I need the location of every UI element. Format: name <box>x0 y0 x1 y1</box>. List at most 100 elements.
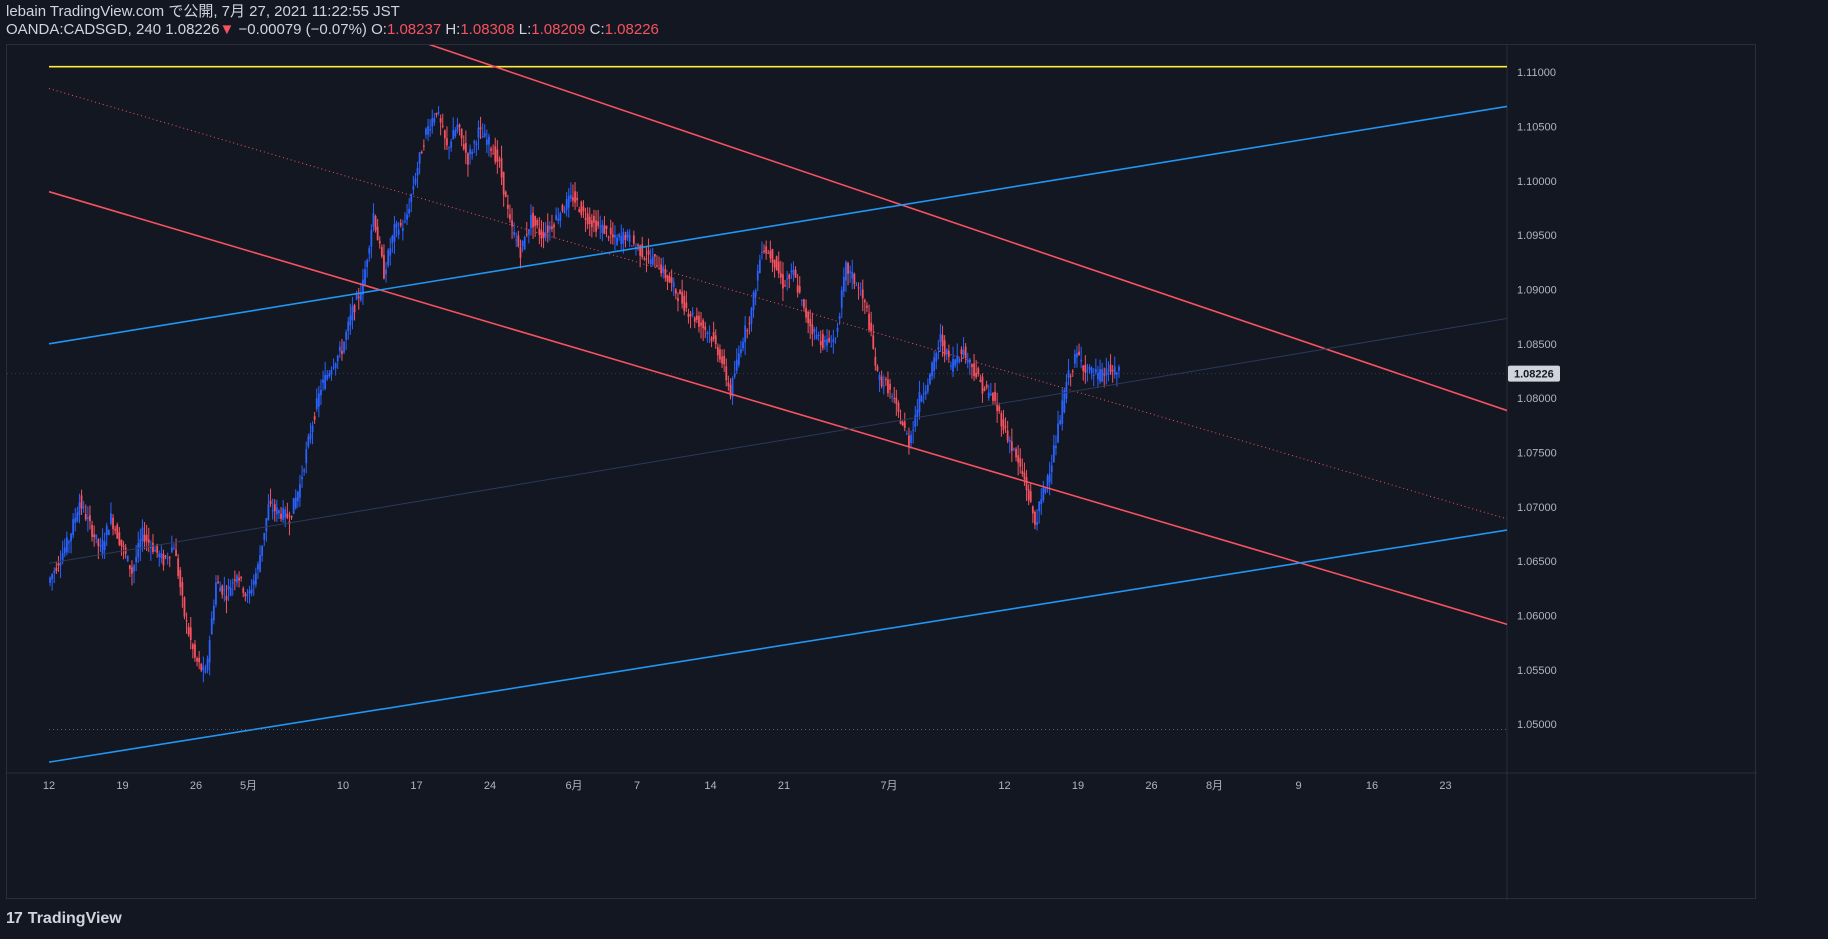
candle-body-down <box>653 254 656 257</box>
candle-body-down <box>689 314 692 317</box>
candle-body-up <box>433 117 436 123</box>
candle-body-up <box>1055 445 1057 449</box>
candle-body-up <box>328 373 331 377</box>
candle-body-up <box>834 337 837 339</box>
y-tick-label: 1.07000 <box>1517 502 1557 514</box>
candle-body-up <box>278 510 280 514</box>
candle-body-down <box>168 556 171 558</box>
candle-body-up <box>107 530 110 536</box>
candle-body-up <box>431 118 434 127</box>
candle-body-up <box>99 545 102 547</box>
candle-body-down <box>189 627 192 640</box>
candle-body-down <box>458 124 461 128</box>
candle-body-down <box>399 222 402 226</box>
candle-body-up <box>1057 423 1059 443</box>
candle-body-down <box>700 322 702 326</box>
candle-body-up <box>158 553 161 558</box>
candle-body-down <box>611 234 614 238</box>
candle-body-up <box>733 373 736 377</box>
chart-area[interactable]: 1.05000 1.05500 1.06000 1.06500 1.07000 1.075… <box>6 44 1757 900</box>
candle-body-down <box>156 544 159 553</box>
candle-body-down <box>943 340 946 356</box>
candle-body-up <box>1050 465 1053 473</box>
candle-body-down <box>681 291 684 304</box>
candle-body-up <box>878 374 881 381</box>
candle-body-down <box>112 517 114 529</box>
candle-body-down <box>269 500 272 504</box>
candle-body-up <box>271 510 274 512</box>
candle-body-down <box>897 403 900 412</box>
candle-body-up <box>1113 366 1116 375</box>
candle-body-down <box>185 620 188 622</box>
candle-body-down <box>992 392 994 401</box>
candle-body-up <box>851 271 854 279</box>
x-tick-label: 14 <box>704 780 716 792</box>
candle-body-up <box>849 271 852 273</box>
candle-body-up <box>53 570 56 573</box>
published-line: lebain TradingView.com で公開, 7月 27, 2021 … <box>6 3 400 20</box>
candle-body-down <box>496 149 499 162</box>
candle-body-up <box>1038 501 1041 512</box>
candle-body-up <box>427 126 429 135</box>
candle-body-down <box>1000 413 1003 427</box>
price-chart[interactable]: 1.05000 1.05500 1.06000 1.06500 1.07000 1.075… <box>7 45 1757 900</box>
candle-body-down <box>1017 455 1020 463</box>
candle-body-up <box>813 329 816 333</box>
candle-body-down <box>639 245 642 256</box>
candle-body-down <box>1006 430 1009 441</box>
candle-body-up <box>448 147 450 149</box>
candle-body-up <box>95 534 98 539</box>
candle-body-down <box>517 235 520 247</box>
candle-body-up <box>563 209 566 213</box>
candle-body-down <box>1078 351 1080 356</box>
candle-body-up <box>78 502 81 515</box>
candle-body-up <box>761 252 763 254</box>
candle-body-down <box>748 323 751 325</box>
candle-body-down <box>670 277 673 283</box>
candle-body-up <box>391 235 394 244</box>
candle-body-down <box>595 220 597 232</box>
candle-body-up <box>397 229 400 235</box>
x-tick-label: 26 <box>190 780 202 792</box>
candle-body-down <box>893 398 896 400</box>
tradingview-logo[interactable]: 17 TradingView <box>6 910 122 928</box>
candle-body-up <box>754 290 757 297</box>
candle-body-down <box>1111 369 1114 371</box>
candle-body-down <box>884 378 887 380</box>
candle-body-up <box>307 436 310 447</box>
candle-body-down <box>143 534 146 543</box>
candle-body-down <box>122 545 125 548</box>
candle-body-down <box>532 212 534 228</box>
candle-body-down <box>441 125 444 127</box>
candle-body-down <box>593 216 595 223</box>
close-value: 1.08226 <box>604 21 659 38</box>
candle-body-up <box>918 392 921 413</box>
candle-body-up <box>347 321 350 332</box>
candle-body-down <box>712 331 715 340</box>
candle-body-up <box>141 527 144 541</box>
candle-body-up <box>387 250 390 266</box>
x-tick-label: 17 <box>410 780 422 792</box>
candle-body-up <box>752 292 755 310</box>
candle-body-down <box>719 349 721 360</box>
y-tick-label: 1.06000 <box>1517 610 1557 622</box>
candle-body-down <box>702 320 705 329</box>
candle-body-up <box>477 127 480 138</box>
candle-body-down <box>479 127 482 130</box>
candle-body-down <box>714 335 717 345</box>
candle-body-up <box>410 194 413 203</box>
candle-body-up <box>133 565 135 572</box>
candle-body-up <box>845 262 847 281</box>
candle-body-up <box>530 214 532 229</box>
candle-body-down <box>1071 370 1074 372</box>
candle-body-down <box>439 118 442 123</box>
candle-body-up <box>1115 372 1118 375</box>
candle-body-down <box>378 240 381 244</box>
candle-body-down <box>983 388 986 391</box>
close-label: C: <box>589 21 605 38</box>
candle-body-up <box>473 141 476 144</box>
candle-body-down <box>819 341 822 346</box>
candle-body-down <box>973 363 975 376</box>
candle-body-down <box>502 171 505 195</box>
candle-body-down <box>175 549 177 556</box>
